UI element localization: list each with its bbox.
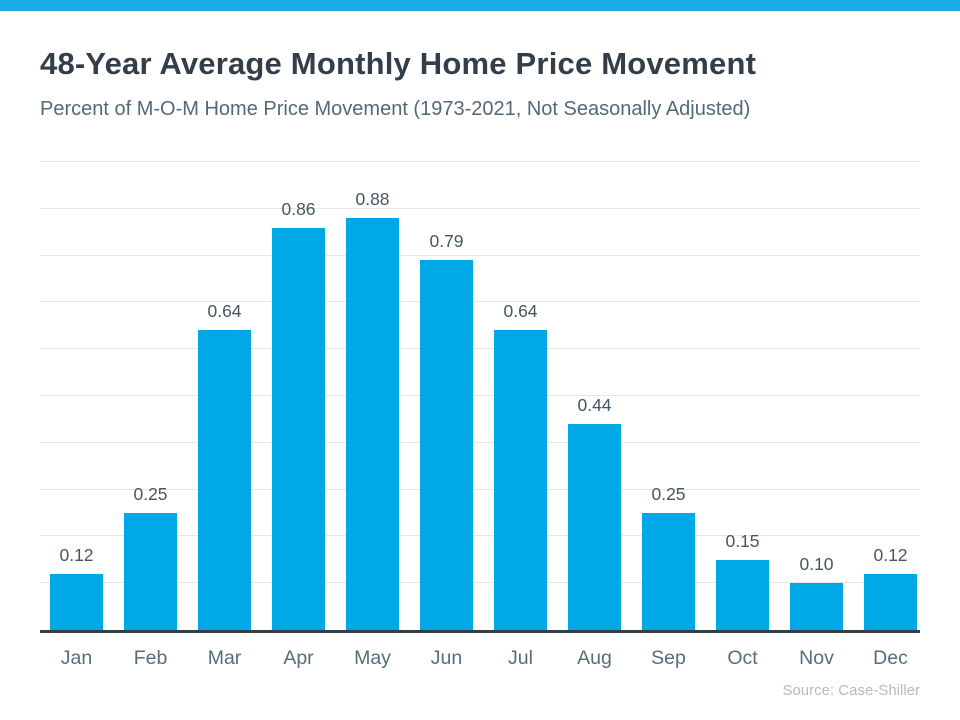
bar-jun <box>420 260 473 630</box>
gridline <box>40 161 920 162</box>
bar-feb <box>124 513 177 630</box>
brand-accent-strip <box>0 0 960 11</box>
gridline <box>40 348 920 350</box>
source-attribution: Source: Case-Shiller <box>782 682 920 699</box>
x-tick-jan: Jan <box>60 647 93 669</box>
bar-value-label-sep: 0.25 <box>651 484 686 504</box>
chart-subtitle: Percent of M-O-M Home Price Movement (19… <box>40 98 751 120</box>
bar-jul <box>494 330 547 630</box>
bar-value-label-mar: 0.64 <box>207 301 242 322</box>
bar-apr <box>272 227 325 630</box>
bar-mar <box>198 330 251 630</box>
bar-value-label-jun: 0.79 <box>429 231 464 252</box>
gridline <box>40 441 920 443</box>
x-tick-dec: Dec <box>873 647 908 669</box>
x-tick-oct: Oct <box>727 647 758 669</box>
page-title: 48-Year Average Monthly Home Price Movem… <box>40 46 757 81</box>
bar-value-label-dec: 0.12 <box>873 544 908 565</box>
gridline <box>40 254 920 256</box>
bar-value-label-apr: 0.86 <box>281 198 316 219</box>
x-tick-sep: Sep <box>651 647 686 669</box>
x-tick-nov: Nov <box>799 647 834 669</box>
bar-value-label-jul: 0.64 <box>503 301 538 322</box>
bar-dec <box>864 573 917 630</box>
bar-value-label-aug: 0.44 <box>577 395 612 416</box>
x-tick-mar: Mar <box>207 647 242 669</box>
bar-nov <box>790 583 843 630</box>
bar-aug <box>568 424 621 630</box>
bar-value-label-jan: 0.12 <box>59 544 94 565</box>
bar-value-label-nov: 0.10 <box>799 554 834 575</box>
bar-value-label-oct: 0.15 <box>725 530 760 551</box>
gridline <box>40 582 920 584</box>
x-tick-may: May <box>354 647 391 669</box>
gridline <box>40 535 920 537</box>
gridline <box>40 395 920 396</box>
x-tick-apr: Apr <box>283 647 314 669</box>
gridline <box>40 488 920 490</box>
bar-chart-plot-area: 0.12 Jan 0.25 Feb 0.64 Mar 0.86 Apr 0.88 May 0.79 J… <box>40 161 920 669</box>
bar-oct <box>716 559 769 630</box>
gridline <box>40 207 920 209</box>
x-tick-jun: Jun <box>430 647 463 669</box>
bar-may <box>346 218 399 630</box>
x-tick-aug: Aug <box>577 647 612 669</box>
bar-sep <box>642 513 695 630</box>
x-tick-jul: Jul <box>508 647 533 669</box>
bar-value-label-may: 0.88 <box>355 189 390 210</box>
bar-value-label-feb: 0.25 <box>133 484 168 504</box>
x-tick-feb: Feb <box>133 647 168 669</box>
gridline <box>40 301 920 303</box>
bar-jan <box>50 573 103 630</box>
